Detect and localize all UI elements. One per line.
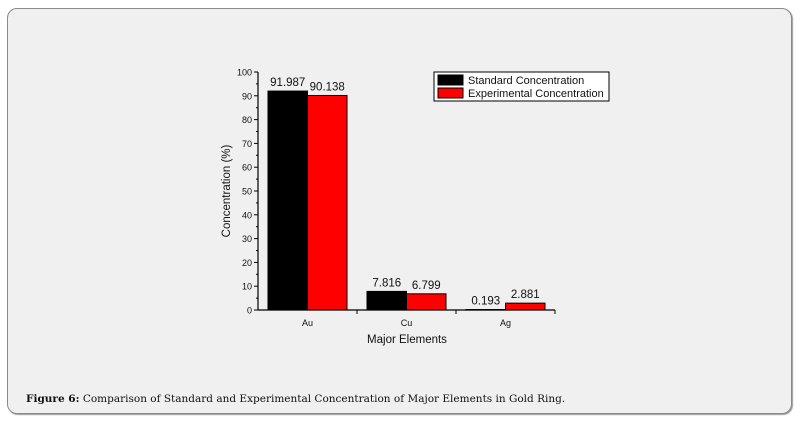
data-label: 2.881	[511, 289, 540, 301]
y-tick-label: 50	[242, 187, 252, 197]
data-label: 7.816	[372, 277, 401, 289]
figure-caption: Figure 6: Comparison of Standard and Exp…	[26, 393, 565, 405]
data-labels: 91.987 90.138 7.816 6.799 0.193 2.881	[270, 77, 539, 307]
data-label: 6.799	[412, 280, 441, 292]
legend-swatch-experimental	[437, 87, 464, 99]
bars	[267, 90, 546, 311]
x-tick-label: Cu	[401, 318, 413, 328]
figure-frame	[7, 8, 792, 414]
x-tick-label: Ag	[500, 318, 511, 328]
y-tick-label: 20	[242, 258, 252, 268]
bar-ag-experimental	[505, 302, 546, 311]
y-axis-label: Concentration (%)	[221, 144, 233, 237]
x-axis-label: Major Elements	[367, 334, 447, 346]
y-tick-label: 10	[242, 282, 252, 292]
bar-cu-experimental	[406, 293, 447, 311]
y-tick-label: 70	[242, 139, 252, 149]
y-tick-label: 30	[242, 234, 252, 244]
y-tick-label: 90	[242, 91, 252, 101]
y-tick-label: 60	[242, 163, 252, 173]
legend-swatch-standard	[437, 74, 464, 86]
bar-au-standard	[267, 90, 308, 311]
y-tick-label: 0	[247, 306, 252, 316]
y-tick-label: 100	[237, 68, 252, 78]
data-label: 0.193	[471, 296, 500, 308]
caption-label: Figure 6:	[26, 393, 80, 405]
legend-label-standard: Standard Concentration	[468, 75, 584, 87]
y-tick-label: 40	[242, 210, 252, 220]
bar-cu-standard	[366, 290, 407, 311]
data-label: 90.138	[310, 81, 345, 93]
caption-text: Comparison of Standard and Experimental …	[79, 393, 566, 405]
y-tick-label: 80	[242, 115, 252, 125]
bar-ag-standard	[465, 309, 506, 311]
bar-au-experimental	[307, 94, 348, 311]
data-label: 91.987	[270, 77, 305, 89]
x-tick-label: Au	[302, 318, 313, 328]
legend-label-experimental: Experimental Concentration	[468, 88, 604, 100]
legend: Standard Concentration Experimental Conc…	[433, 71, 610, 102]
